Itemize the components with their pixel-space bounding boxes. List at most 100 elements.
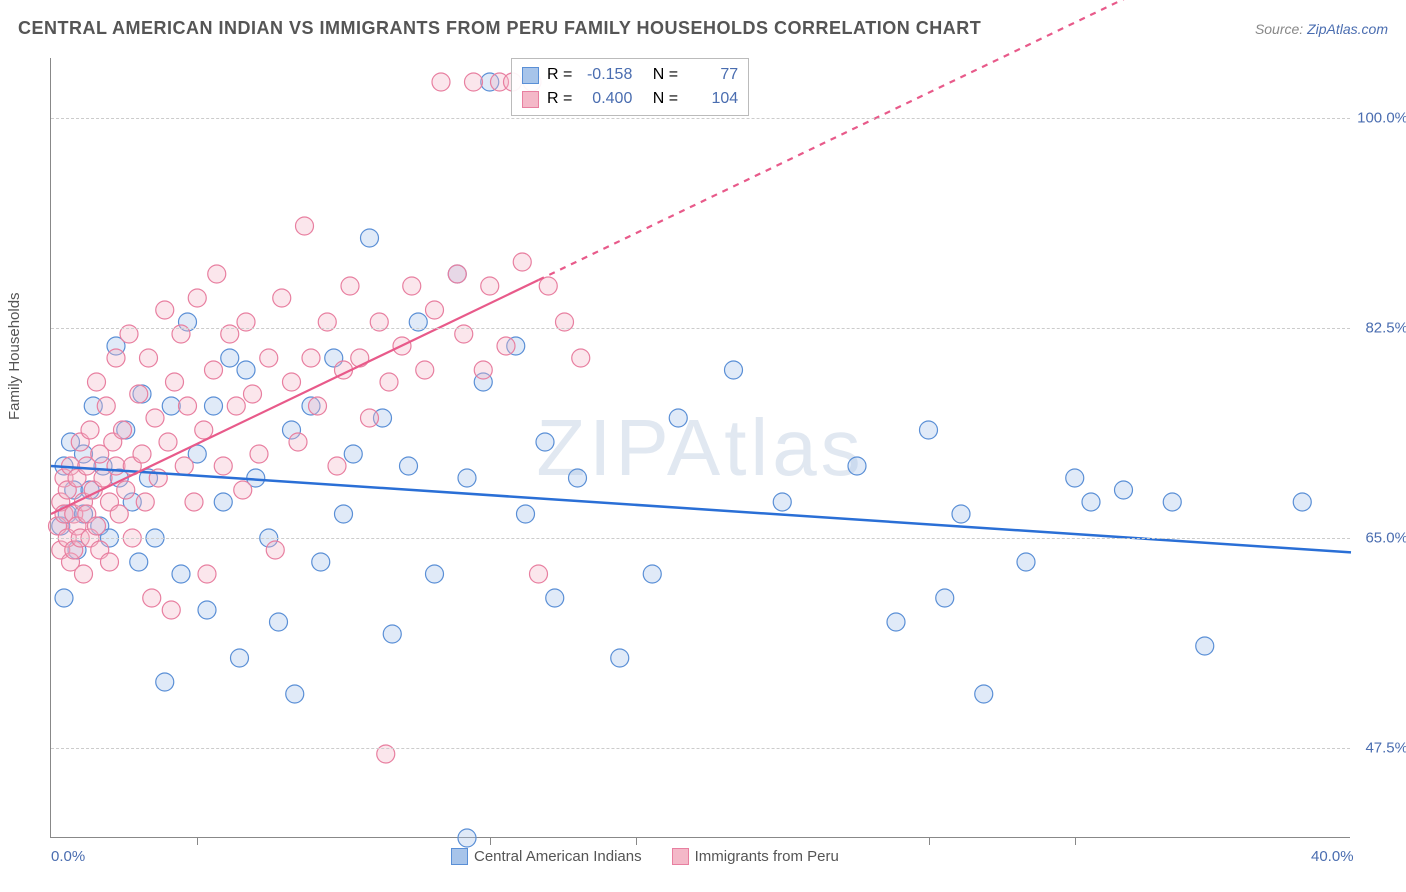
data-point xyxy=(361,229,379,247)
data-point xyxy=(146,409,164,427)
data-point xyxy=(88,373,106,391)
y-axis-label: Family Households xyxy=(6,292,23,420)
legend-item-1: Central American Indians xyxy=(451,848,642,865)
data-point xyxy=(403,277,421,295)
data-point xyxy=(887,613,905,631)
gridline-h xyxy=(51,328,1350,329)
data-point xyxy=(159,433,177,451)
data-point xyxy=(107,457,125,475)
data-point xyxy=(286,685,304,703)
data-point xyxy=(341,277,359,295)
r-label-2: R = xyxy=(547,87,572,111)
y-tick-label: 82.5% xyxy=(1365,320,1406,337)
data-point xyxy=(188,289,206,307)
data-point xyxy=(344,445,362,463)
data-point xyxy=(130,385,148,403)
data-point xyxy=(273,289,291,307)
x-tick-label: 40.0% xyxy=(1311,848,1354,865)
data-point xyxy=(130,553,148,571)
trend-line-dashed xyxy=(539,0,1352,280)
legend-label-2: Immigrants from Peru xyxy=(695,848,839,865)
data-point xyxy=(198,565,216,583)
data-point xyxy=(185,493,203,511)
data-point xyxy=(1017,553,1035,571)
legend-item-2: Immigrants from Peru xyxy=(672,848,839,865)
data-point xyxy=(513,253,531,271)
data-point xyxy=(283,373,301,391)
data-point xyxy=(952,505,970,523)
data-point xyxy=(351,349,369,367)
source-link[interactable]: ZipAtlas.com xyxy=(1307,21,1388,37)
legend-label-1: Central American Indians xyxy=(474,848,642,865)
data-point xyxy=(465,73,483,91)
data-point xyxy=(143,589,161,607)
data-point xyxy=(936,589,954,607)
data-point xyxy=(101,553,119,571)
r-label-1: R = xyxy=(547,63,572,87)
data-point xyxy=(114,421,132,439)
gridline-h xyxy=(51,118,1350,119)
data-point xyxy=(426,565,444,583)
y-tick-label: 100.0% xyxy=(1357,110,1406,127)
data-point xyxy=(497,337,515,355)
legend-swatch-2 xyxy=(672,848,689,865)
data-point xyxy=(416,361,434,379)
data-point xyxy=(162,397,180,415)
y-tick-label: 47.5% xyxy=(1365,740,1406,757)
data-point xyxy=(773,493,791,511)
data-point xyxy=(975,685,993,703)
data-point xyxy=(380,373,398,391)
data-point xyxy=(530,565,548,583)
correlation-stats-box: R = -0.158 N = 77 R = 0.400 N = 104 xyxy=(511,58,749,116)
data-point xyxy=(1082,493,1100,511)
data-point xyxy=(162,601,180,619)
data-point xyxy=(156,673,174,691)
data-point xyxy=(289,433,307,451)
n-label-1: N = xyxy=(653,63,678,87)
data-point xyxy=(55,589,73,607)
data-point xyxy=(136,493,154,511)
data-point xyxy=(75,565,93,583)
data-point xyxy=(481,277,499,295)
trend-line xyxy=(51,466,1351,552)
data-point xyxy=(848,457,866,475)
data-point xyxy=(1293,493,1311,511)
data-point xyxy=(328,457,346,475)
data-point xyxy=(312,553,330,571)
source-prefix: Source: xyxy=(1255,21,1307,37)
y-tick-label: 65.0% xyxy=(1365,530,1406,547)
data-point xyxy=(107,349,125,367)
data-point xyxy=(88,517,106,535)
data-point xyxy=(117,481,135,499)
source-attribution: Source: ZipAtlas.com xyxy=(1255,21,1388,37)
data-point xyxy=(517,505,535,523)
data-point xyxy=(81,421,99,439)
data-point xyxy=(458,469,476,487)
data-point xyxy=(643,565,661,583)
data-point xyxy=(198,601,216,619)
data-point xyxy=(474,361,492,379)
legend-swatch-1 xyxy=(451,848,468,865)
data-point xyxy=(266,541,284,559)
chart-header: CENTRAL AMERICAN INDIAN VS IMMIGRANTS FR… xyxy=(18,18,1388,39)
chart-title: CENTRAL AMERICAN INDIAN VS IMMIGRANTS FR… xyxy=(18,18,981,39)
data-point xyxy=(335,505,353,523)
data-point xyxy=(361,409,379,427)
stats-row-series-1: R = -0.158 N = 77 xyxy=(522,63,738,87)
data-point xyxy=(133,445,151,463)
data-point xyxy=(572,349,590,367)
data-point xyxy=(140,349,158,367)
data-point xyxy=(214,457,232,475)
data-point xyxy=(195,421,213,439)
swatch-series-2 xyxy=(522,91,539,108)
bottom-legend: Central American Indians Immigrants from… xyxy=(451,848,839,865)
data-point xyxy=(536,433,554,451)
swatch-series-1 xyxy=(522,67,539,84)
x-tick xyxy=(1075,837,1076,845)
data-point xyxy=(166,373,184,391)
n-value-2: 104 xyxy=(686,87,738,111)
data-point xyxy=(237,361,255,379)
data-point xyxy=(432,73,450,91)
data-point xyxy=(156,301,174,319)
x-tick xyxy=(490,837,491,845)
